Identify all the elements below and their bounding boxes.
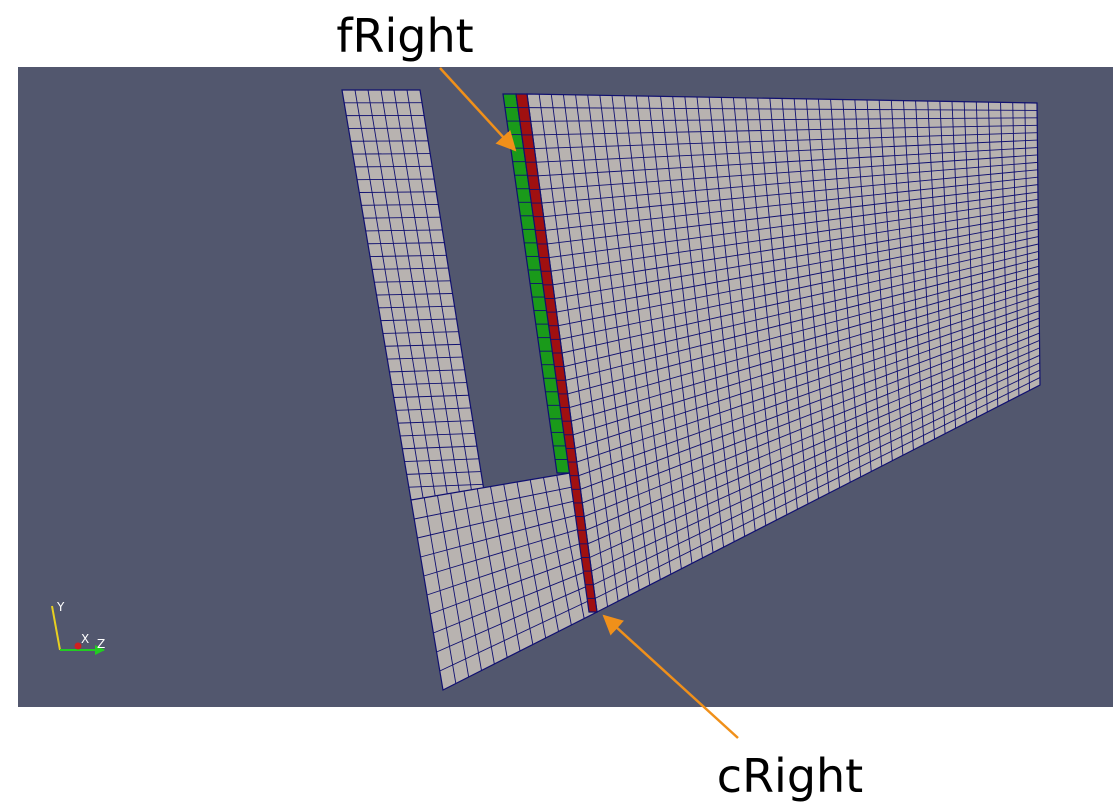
mesh-line bbox=[355, 166, 432, 167]
z-label: Z bbox=[97, 637, 105, 651]
screenshot: fRight cRight Y X Z bbox=[0, 0, 1113, 807]
label-bottom: cRight bbox=[717, 749, 863, 803]
label-top: fRight bbox=[336, 9, 473, 63]
x-label: X bbox=[81, 632, 89, 646]
y-label: Y bbox=[56, 600, 65, 614]
